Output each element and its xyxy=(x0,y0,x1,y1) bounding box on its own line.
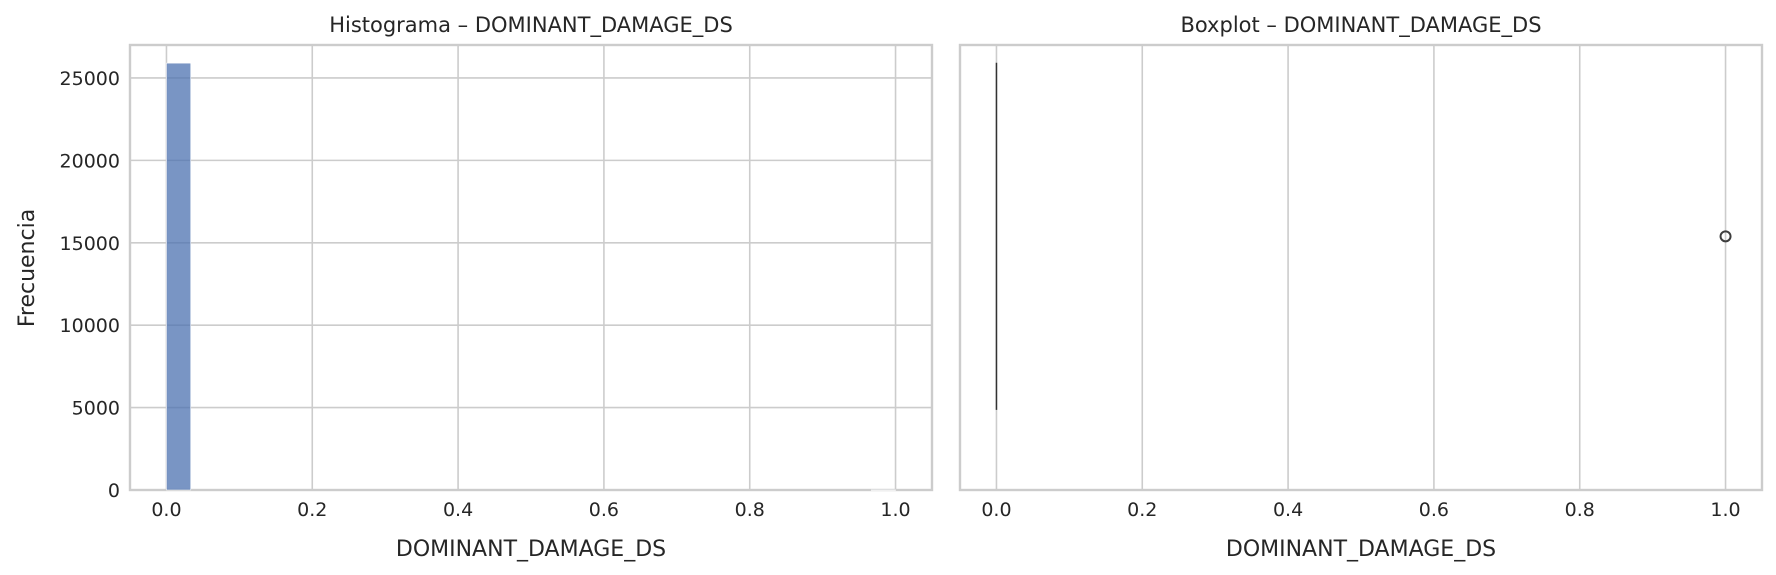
histogram-y-ticks: 0 5000 10000 15000 20000 25000 xyxy=(60,68,120,502)
boxplot-x-axis-label: DOMINANT_DAMAGE_DS xyxy=(1226,537,1496,562)
histogram-x-tick-label: 0.6 xyxy=(589,499,619,521)
histogram-bar xyxy=(166,62,192,491)
histogram-y-tick-label: 25000 xyxy=(60,68,120,90)
histogram-x-tick-label: 0.4 xyxy=(443,499,473,521)
histogram-x-tick-label: 0.0 xyxy=(151,499,181,521)
histogram-y-tick-label: 5000 xyxy=(72,398,120,420)
histogram-x-ticks: 0.0 0.2 0.4 0.6 0.8 1.0 xyxy=(151,499,910,521)
histogram-y-axis-label: Frecuencia xyxy=(15,209,40,327)
histogram-x-axis-label: DOMINANT_DAMAGE_DS xyxy=(396,537,666,562)
boxplot-panel: 0.0 0.2 0.4 0.6 0.8 1.0 Boxplot – DOMINANT_DA… xyxy=(958,13,1764,562)
histogram-title: Histograma – DOMINANT_DAMAGE_DS xyxy=(329,13,733,38)
histogram-x-tick-label: 0.8 xyxy=(735,499,765,521)
boxplot-x-tick-label: 1.0 xyxy=(1710,499,1740,521)
histogram-bar xyxy=(870,489,896,491)
boxplot-x-tick-label: 0.6 xyxy=(1419,499,1449,521)
histogram-bars xyxy=(166,62,896,491)
boxplot-x-tick-label: 0.2 xyxy=(1127,499,1157,521)
histogram-y-tick-label: 20000 xyxy=(60,150,120,172)
histogram-grid xyxy=(130,45,932,491)
histogram-x-tick-label: 1.0 xyxy=(880,499,910,521)
histogram-panel: 0.0 0.2 0.4 0.6 0.8 1.0 0 5000 10000 15000 20000 2… xyxy=(15,13,934,562)
boxplot-x-tick-label: 0.4 xyxy=(1273,499,1303,521)
boxplot-title: Boxplot – DOMINANT_DAMAGE_DS xyxy=(1180,13,1541,38)
boxplot-x-tick-label: 0.8 xyxy=(1565,499,1595,521)
histogram-y-tick-label: 15000 xyxy=(60,233,120,255)
histogram-x-tick-label: 0.2 xyxy=(297,499,327,521)
histogram-y-tick-label: 10000 xyxy=(60,315,120,337)
boxplot-outlier-point xyxy=(1719,230,1732,243)
histogram-plot-area xyxy=(128,43,934,492)
boxplot-marks xyxy=(995,62,1732,410)
boxplot-x-tick-label: 0.0 xyxy=(981,499,1011,521)
histogram-y-tick-label: 0 xyxy=(108,480,120,502)
boxplot-x-ticks: 0.0 0.2 0.4 0.6 0.8 1.0 xyxy=(981,499,1740,521)
boxplot-plot-area xyxy=(958,43,1764,492)
